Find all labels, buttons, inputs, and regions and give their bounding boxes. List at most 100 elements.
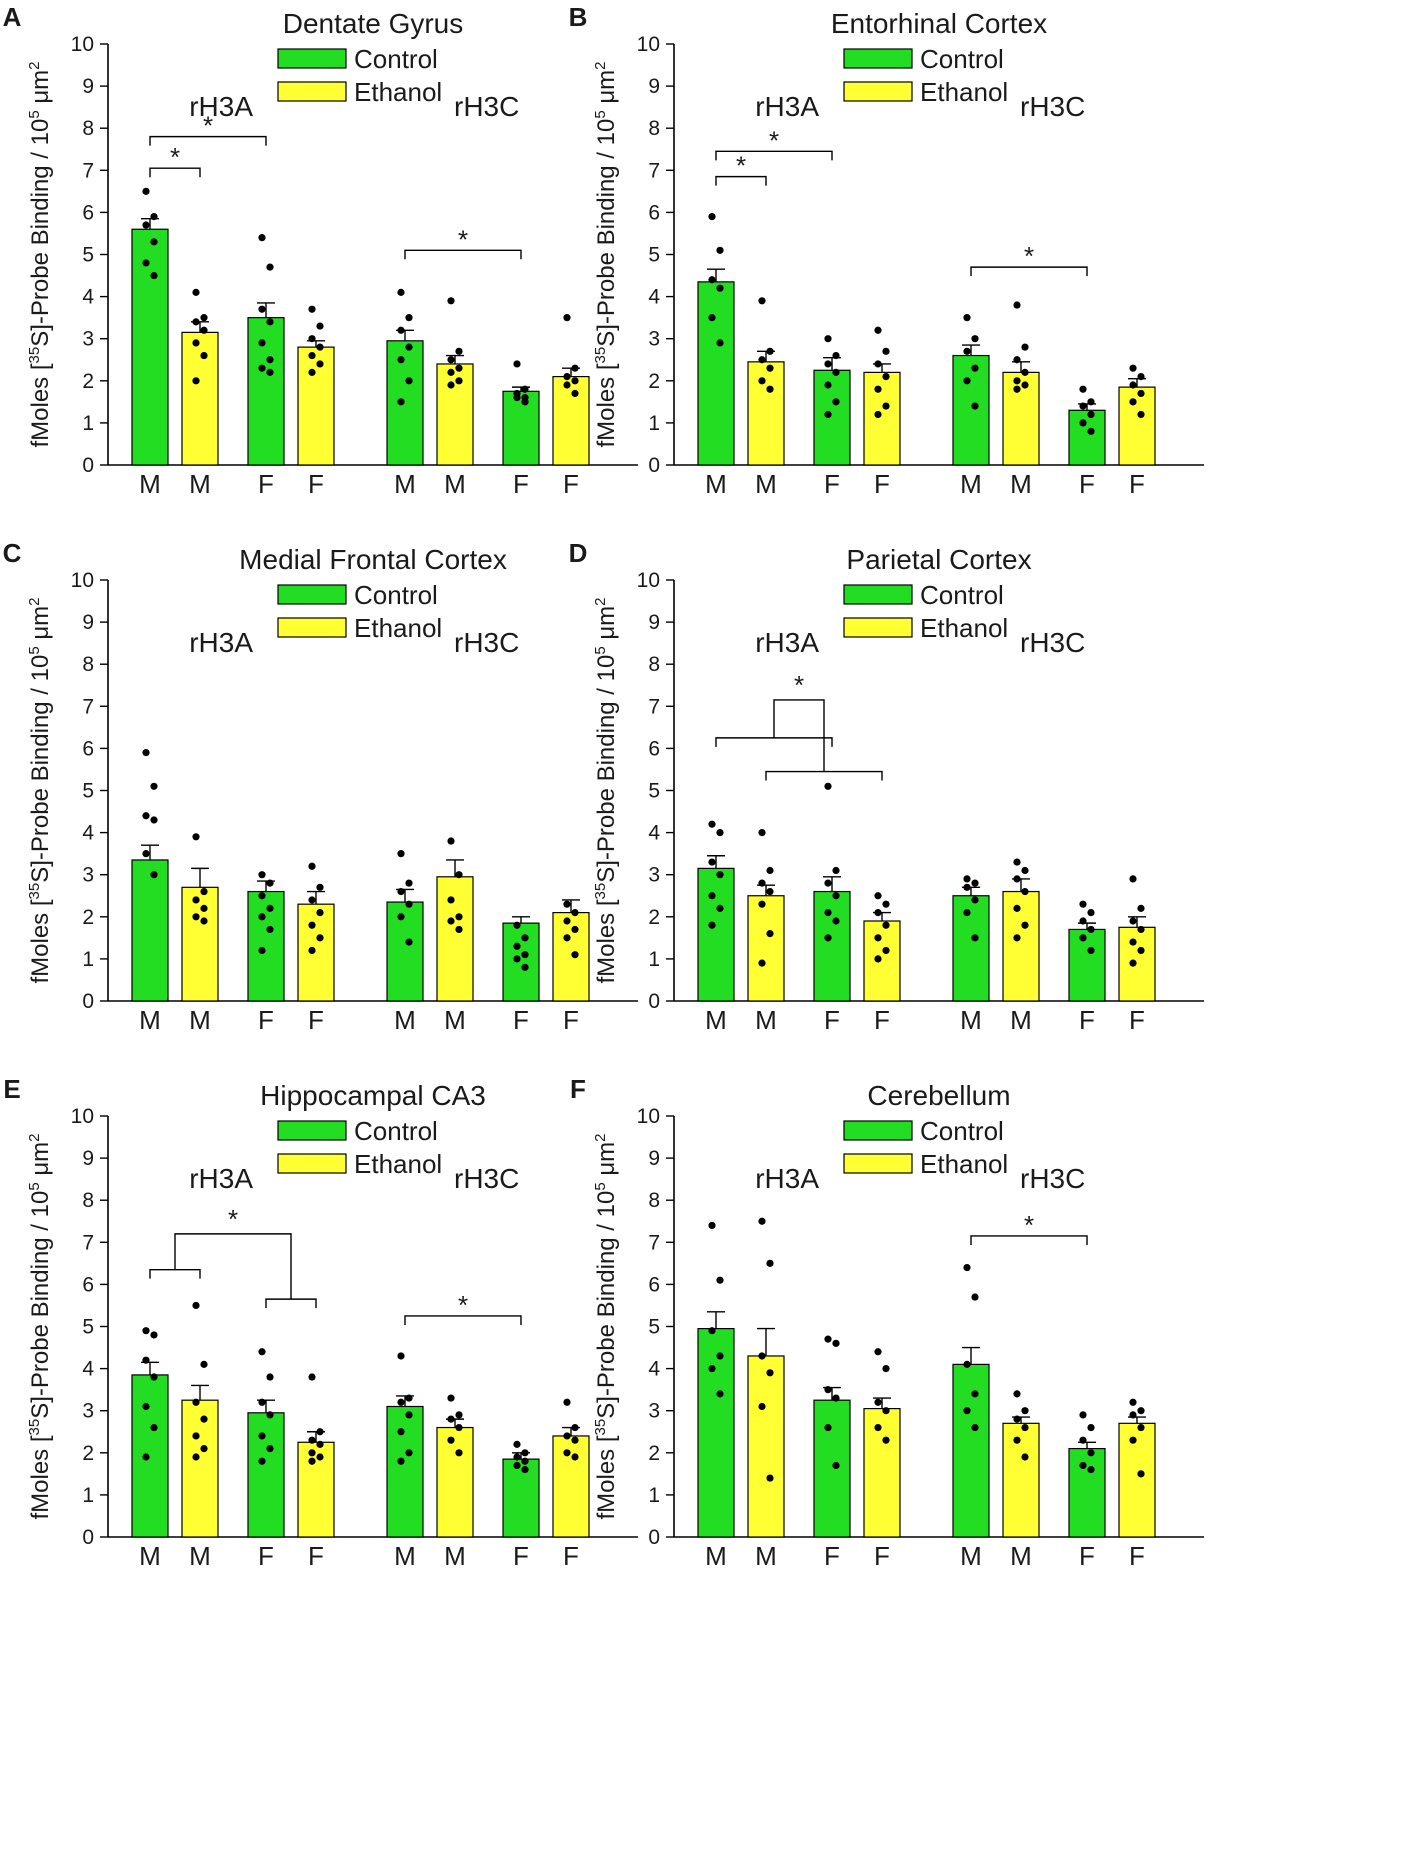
y-axis-label: fMoles [35S]-Probe Binding / 105 μm2: [592, 61, 620, 447]
y-tick-label: 0: [648, 990, 660, 1013]
data-point: [192, 896, 200, 904]
data-point: [447, 356, 455, 364]
data-point: [405, 938, 413, 946]
y-tick-label: 4: [648, 1358, 660, 1381]
significance-bracket: [404, 1315, 522, 1325]
significance-bracket: [970, 1235, 1088, 1245]
data-point: [1021, 1407, 1029, 1415]
y-tick-label: 3: [648, 864, 660, 887]
data-point: [824, 908, 832, 917]
chart-title: Dentate Gyrus: [283, 8, 464, 39]
data-point: [150, 213, 158, 221]
data-point: [308, 368, 316, 376]
legend-label-ethanol: Ethanol: [920, 613, 1008, 643]
data-point: [521, 385, 529, 393]
data-point: [563, 372, 571, 381]
legend-swatch-control: [843, 48, 913, 69]
data-point: [266, 904, 274, 912]
y-tick-label: 5: [648, 244, 660, 267]
data-point: [971, 1423, 979, 1432]
x-tick-label: F: [1129, 1005, 1145, 1035]
data-point: [1137, 1407, 1145, 1415]
data-point: [832, 398, 840, 406]
data-point: [150, 1331, 158, 1339]
data-point: [1087, 946, 1095, 955]
data-point: [142, 749, 150, 757]
x-tick-label: M: [755, 1005, 777, 1035]
significance-bracket: [265, 1298, 317, 1309]
y-tick-label: 2: [648, 370, 660, 393]
data-point: [716, 339, 724, 347]
x-tick-label: F: [308, 1005, 324, 1035]
data-point: [192, 1301, 200, 1310]
x-tick-label: F: [824, 1005, 840, 1035]
data-point: [971, 335, 979, 343]
x-tick-label: F: [1079, 1005, 1095, 1035]
data-point: [200, 1360, 208, 1368]
data-point: [874, 955, 882, 963]
data-point: [716, 1276, 724, 1284]
legend-label-control: Control: [354, 580, 438, 610]
x-tick-label: M: [960, 469, 982, 499]
chart-title: Parietal Cortex: [846, 544, 1031, 575]
data-point: [150, 1423, 158, 1432]
chart-title: Cerebellum: [867, 1080, 1010, 1111]
y-tick-label: 7: [648, 159, 660, 182]
y-tick-label: 7: [648, 695, 660, 718]
data-point: [316, 322, 324, 330]
panel-letter: E: [3, 1074, 20, 1104]
x-tick-label: M: [755, 1541, 777, 1571]
data-point: [1137, 389, 1145, 398]
data-point: [447, 381, 455, 389]
y-tick-label: 3: [648, 1400, 660, 1423]
data-point: [963, 347, 971, 355]
data-point: [766, 347, 774, 355]
data-point: [963, 883, 971, 891]
data-point: [571, 925, 579, 934]
data-point: [874, 1348, 882, 1356]
data-point: [258, 871, 266, 879]
bar: [747, 361, 785, 466]
data-point: [447, 1436, 455, 1444]
data-point: [758, 879, 766, 887]
significance-bracket: [765, 770, 883, 781]
data-point: [447, 297, 455, 305]
bar: [502, 390, 540, 466]
data-point: [266, 1411, 274, 1419]
data-point: [882, 1436, 890, 1444]
x-tick-label: M: [444, 1005, 466, 1035]
panel-letter: C: [3, 538, 22, 568]
data-point: [571, 1453, 579, 1461]
x-tick-label: F: [513, 469, 529, 499]
data-point: [316, 1428, 324, 1436]
data-point: [142, 1327, 150, 1335]
data-point: [874, 326, 882, 334]
data-point: [258, 339, 266, 347]
data-point: [405, 377, 413, 385]
data-point: [708, 314, 716, 322]
data-point: [832, 1461, 840, 1470]
data-point: [874, 360, 882, 368]
data-point: [150, 816, 158, 824]
y-tick-label: 6: [648, 737, 660, 760]
data-point: [874, 410, 882, 419]
chart-title: Medial Frontal Cortex: [239, 544, 507, 575]
bar: [247, 1412, 285, 1538]
data-point: [1013, 858, 1021, 866]
bar: [386, 901, 424, 1002]
panel-letter: A: [3, 2, 22, 32]
data-point: [266, 1373, 274, 1381]
y-tick-label: 8: [82, 117, 94, 140]
data-point: [200, 887, 208, 896]
y-tick-label: 2: [648, 906, 660, 929]
bar: [386, 1405, 424, 1538]
data-point: [824, 360, 832, 368]
data-point: [716, 284, 724, 292]
data-point: [563, 1398, 571, 1406]
data-point: [1013, 1415, 1021, 1423]
bar: [131, 228, 169, 466]
data-point: [447, 917, 455, 925]
data-point: [142, 850, 150, 858]
data-point: [316, 883, 324, 891]
